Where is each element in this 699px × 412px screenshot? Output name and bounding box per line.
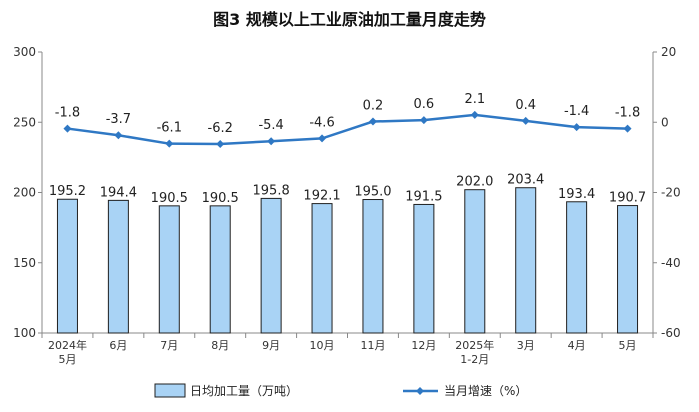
line-value-label: -1.8 <box>55 106 80 121</box>
line-point <box>318 134 327 143</box>
line-point <box>114 131 123 140</box>
bar <box>566 201 588 334</box>
line-value-label: 2.1 <box>464 92 485 107</box>
x-tick-label: 12月 <box>411 339 436 352</box>
bar <box>362 199 384 334</box>
right-tick-label: 0 <box>661 115 669 129</box>
x-tick-label: 4月 <box>568 339 586 352</box>
left-tick-label: 150 <box>13 256 36 270</box>
right-tick-label: -60 <box>661 326 681 340</box>
legend-label-line: 当月增速（%） <box>444 384 527 398</box>
bar <box>464 189 486 334</box>
right-tick-label: -20 <box>661 186 681 200</box>
bar-value-label: 190.7 <box>609 191 646 206</box>
left-tick-label: 100 <box>13 326 36 340</box>
line-point <box>470 110 479 119</box>
bar-value-label: 193.4 <box>558 187 595 202</box>
bar-value-label: 202.0 <box>456 175 493 190</box>
bar-value-label: 190.5 <box>151 191 188 206</box>
bar <box>413 203 435 334</box>
line-value-label: 0.2 <box>363 99 384 114</box>
legend: 日均加工量（万吨） 当月增速（%） <box>154 383 527 398</box>
line-point <box>623 124 632 133</box>
x-tick-label: 10月 <box>310 339 335 352</box>
line-value-label: -6.1 <box>157 121 182 136</box>
x-tick-label: 2025年 <box>455 338 494 352</box>
x-tick-label: 2024年 <box>48 338 87 352</box>
left-tick-label: 300 <box>13 45 36 59</box>
x-tick-label: 6月 <box>109 339 127 352</box>
x-tick-label: 11月 <box>360 339 385 352</box>
line-point <box>165 139 174 148</box>
line-value-label: -5.4 <box>258 118 283 133</box>
line-value-label: -6.2 <box>208 121 233 136</box>
bar <box>515 187 537 334</box>
bar-value-label: 190.5 <box>202 191 239 206</box>
bar <box>311 203 333 334</box>
right-tick-label: -40 <box>661 256 681 270</box>
legend-label-bar: 日均加工量（万吨） <box>190 384 298 398</box>
line-value-label: 0.4 <box>515 98 536 113</box>
line-point <box>63 124 72 133</box>
x-tick-label: 5月 <box>619 339 637 352</box>
x-tick-label: 5月 <box>58 353 76 366</box>
line-point <box>368 117 377 126</box>
bar-value-label: 195.2 <box>49 184 86 199</box>
left-tick-label: 200 <box>13 186 36 200</box>
line-point <box>216 140 225 149</box>
growth-line <box>67 113 628 146</box>
line-point <box>419 116 428 125</box>
line-value-label: -4.6 <box>309 115 334 130</box>
bar <box>260 197 282 334</box>
x-tick-label: 7月 <box>160 339 178 352</box>
legend-swatch-marker <box>416 387 424 395</box>
data-label-layer: 195.2 194.4 190.5 190.5 195.8 192.1 195.0 191.5… <box>49 92 646 206</box>
line-value-label: -1.8 <box>615 106 640 121</box>
bar-value-label: 195.8 <box>253 183 290 198</box>
line-point <box>521 116 530 125</box>
line-value-label: -3.7 <box>106 112 131 127</box>
bar-series-layer <box>56 187 639 334</box>
bar-value-label: 192.1 <box>303 189 340 204</box>
bar-value-label: 191.5 <box>405 189 442 204</box>
bar <box>209 205 231 334</box>
chart-title: 图3 规模以上工业原油加工量月度走势 <box>213 10 486 29</box>
line-point <box>572 123 581 132</box>
bar-value-label: 194.4 <box>100 185 137 200</box>
bar <box>617 205 639 334</box>
bar <box>107 199 129 334</box>
bar-value-label: 195.0 <box>354 185 391 200</box>
line-series-layer <box>63 110 632 149</box>
line-value-label: -1.4 <box>564 104 589 119</box>
x-tick-label: 8月 <box>211 339 229 352</box>
bar <box>158 205 180 334</box>
x-tick-label: 3月 <box>517 339 535 352</box>
bar <box>56 198 78 334</box>
line-point <box>267 137 276 146</box>
legend-swatch-bar <box>154 383 186 398</box>
x-tick-label: 1-2月 <box>460 353 489 366</box>
left-tick-label: 250 <box>13 115 36 129</box>
bar-value-label: 203.4 <box>507 173 544 188</box>
x-tick-label: 9月 <box>262 339 280 352</box>
line-value-label: 0.6 <box>414 97 435 112</box>
right-tick-label: 20 <box>661 45 676 59</box>
